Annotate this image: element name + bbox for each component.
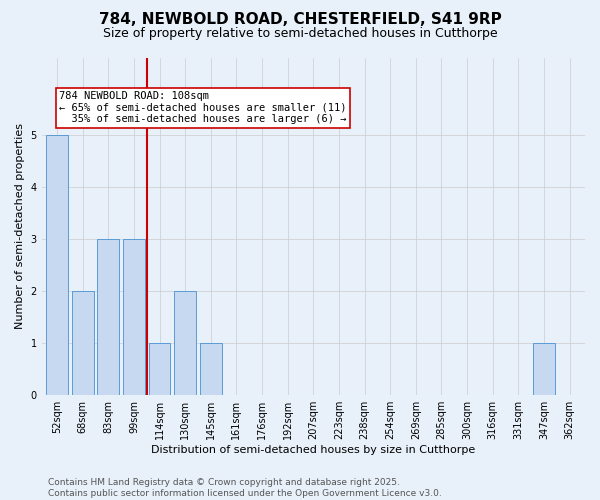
Bar [72,292,94,395]
Y-axis label: Number of semi-detached properties: Number of semi-detached properties [15,124,25,330]
Bar [533,344,555,395]
Text: Size of property relative to semi-detached houses in Cutthorpe: Size of property relative to semi-detach… [103,28,497,40]
Bar [46,136,68,395]
Text: 784, NEWBOLD ROAD, CHESTERFIELD, S41 9RP: 784, NEWBOLD ROAD, CHESTERFIELD, S41 9RP [98,12,502,28]
Bar [174,292,196,395]
Text: Contains HM Land Registry data © Crown copyright and database right 2025.
Contai: Contains HM Land Registry data © Crown c… [48,478,442,498]
X-axis label: Distribution of semi-detached houses by size in Cutthorpe: Distribution of semi-detached houses by … [151,445,475,455]
Bar [149,344,170,395]
Bar [97,240,119,395]
Bar [200,344,222,395]
Bar [123,240,145,395]
Text: 784 NEWBOLD ROAD: 108sqm
← 65% of semi-detached houses are smaller (11)
  35% of: 784 NEWBOLD ROAD: 108sqm ← 65% of semi-d… [59,92,347,124]
